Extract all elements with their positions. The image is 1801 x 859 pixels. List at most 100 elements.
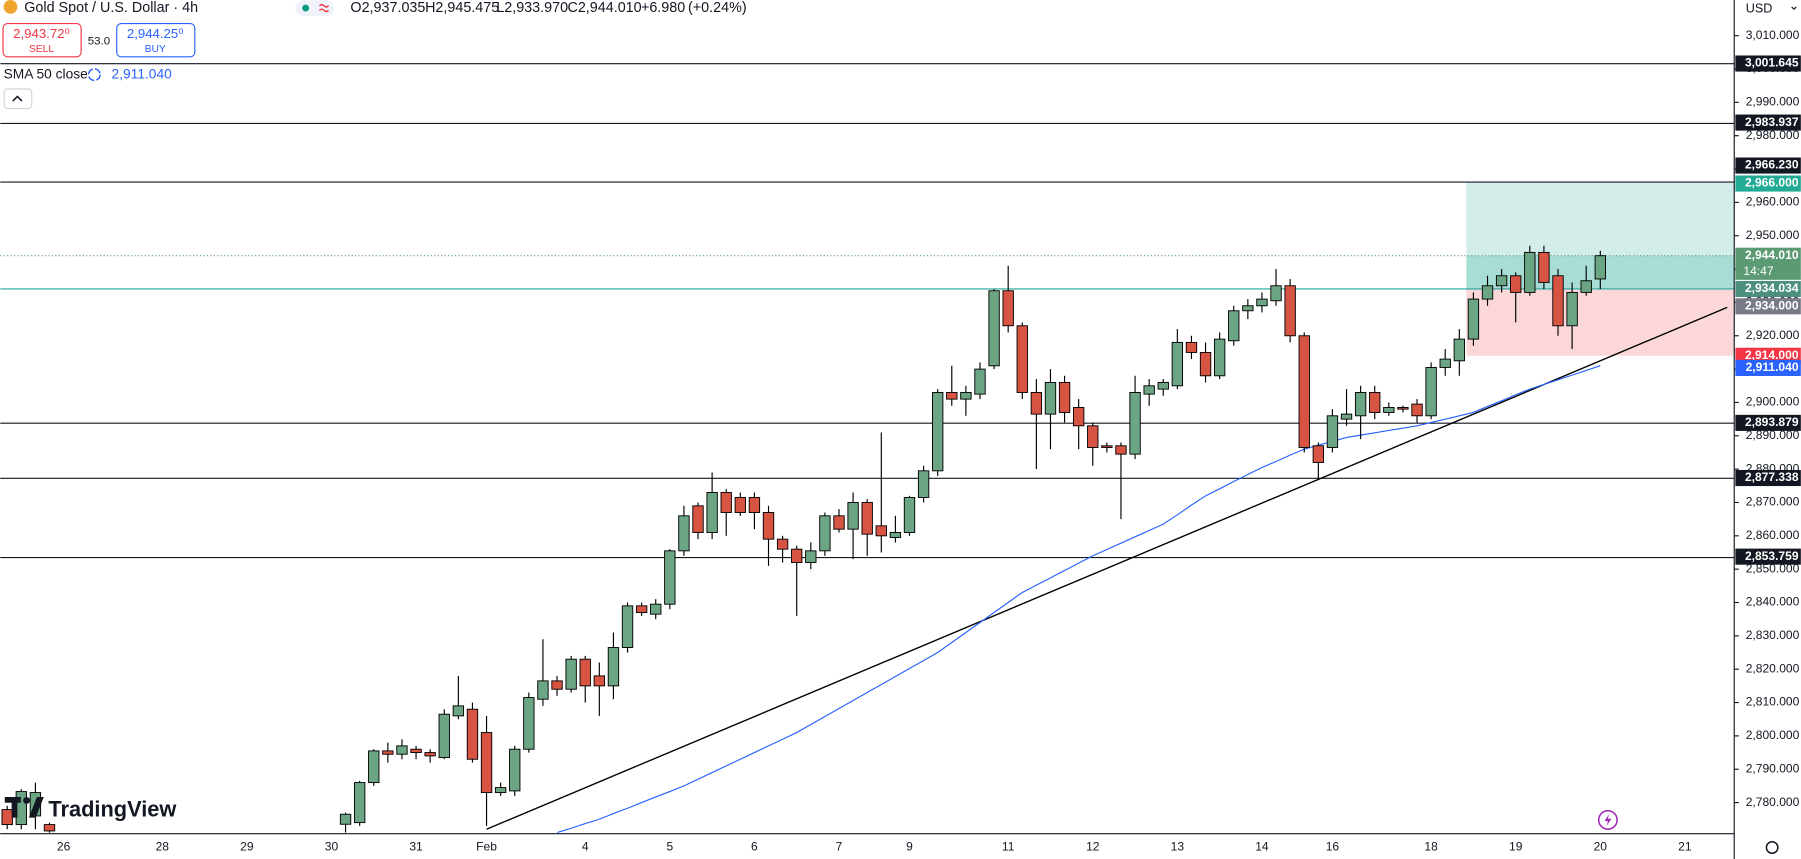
- currency[interactable]: USD: [1746, 2, 1773, 16]
- trendline: [486, 306, 1728, 830]
- buy-button[interactable]: [116, 22, 196, 58]
- sell-button[interactable]: [2, 22, 82, 58]
- buy-caption: BUY: [145, 44, 166, 55]
- y-tick-label: 2,840.000: [1746, 595, 1800, 609]
- candle-body: [1087, 425, 1099, 448]
- candle-body: [664, 550, 676, 605]
- candle-body: [734, 497, 746, 513]
- candle-body: [621, 605, 634, 648]
- candle-body: [1425, 366, 1437, 417]
- logo-slash: [28, 796, 44, 818]
- candle-body: [579, 658, 591, 687]
- candle-body: [720, 492, 732, 513]
- y-tick-label: 2,800.000: [1746, 728, 1800, 742]
- candle-body: [1552, 275, 1564, 327]
- price-tag-label: 2,983.937: [1745, 115, 1799, 129]
- candle-body: [1185, 341, 1198, 353]
- y-tick-label: 2,990.000: [1746, 95, 1800, 109]
- ohlc-high: H2,945.475: [425, 0, 499, 16]
- candle-body: [1453, 338, 1465, 362]
- settings-button[interactable]: [1765, 841, 1779, 855]
- candle-body: [1199, 351, 1212, 377]
- candle-body: [1340, 413, 1353, 420]
- price-tag-label: 2,877.338: [1745, 470, 1799, 484]
- candle-body: [1411, 403, 1423, 417]
- collapse-button[interactable]: [3, 88, 33, 110]
- y-tick-label: 2,860.000: [1746, 528, 1800, 542]
- sell-caption: SELL: [29, 44, 55, 55]
- price-tag-label: 2,911.040: [1746, 360, 1799, 374]
- y-tick-label: 2,780.000: [1746, 795, 1800, 809]
- watermark-text: TradingView: [48, 797, 176, 822]
- candle-body: [1213, 338, 1226, 377]
- candle-body: [551, 680, 563, 690]
- candle-body: [1326, 415, 1339, 448]
- candle-body: [1072, 406, 1085, 427]
- ohlc-change-pct: (+0.24%): [688, 0, 747, 16]
- candle-body: [706, 492, 718, 533]
- x-tick-label: 13: [1171, 840, 1185, 854]
- price-tag-label: 2,893.879: [1745, 415, 1799, 429]
- candle-body: [1115, 445, 1127, 455]
- candle-body: [1284, 285, 1296, 337]
- price-tag: [1735, 280, 1801, 298]
- candle-body: [1580, 280, 1592, 293]
- symbol-icon: [3, 0, 18, 14]
- candle-body: [776, 538, 789, 550]
- candle-body: [1298, 335, 1310, 448]
- candle-body: [593, 675, 606, 687]
- candle-body: [523, 697, 535, 750]
- candle-body: [819, 515, 831, 552]
- symbol-title[interactable]: Gold Spot / U.S. Dollar · 4h: [24, 0, 198, 16]
- candle-body: [1481, 285, 1494, 300]
- indicator-refresh-icon[interactable]: [87, 68, 101, 82]
- candle-body: [494, 787, 507, 794]
- candle-body: [339, 813, 352, 825]
- y-tick-label: 2,850.000: [1746, 561, 1800, 575]
- candle-body: [1510, 275, 1522, 293]
- sma-line: [556, 365, 1601, 833]
- candle-body: [452, 705, 465, 717]
- ohlc-change: +6.980: [641, 0, 685, 16]
- price-tag: [1735, 469, 1801, 487]
- header-bg: [0, 0, 736, 18]
- candle-body: [903, 497, 916, 533]
- candle-body: [650, 603, 662, 615]
- candle-body: [480, 732, 493, 794]
- x-tick-label: 7: [836, 840, 843, 854]
- price-tag-label: 2,944.010: [1745, 248, 1799, 262]
- logo-stem: [11, 796, 18, 818]
- indicator-name[interactable]: SMA 50 close: [4, 66, 89, 81]
- price-tag: [1735, 114, 1801, 131]
- events-icon: [1604, 814, 1612, 826]
- candle-body: [917, 470, 930, 498]
- x-tick-label: 28: [156, 840, 170, 854]
- x-tick-label: 16: [1326, 840, 1340, 854]
- price-tag-label: 2,853.759: [1745, 549, 1799, 563]
- x-tick-label: 19: [1509, 840, 1523, 854]
- candle-body: [1016, 325, 1028, 393]
- status-badge[interactable]: [295, 0, 335, 17]
- candle-body: [960, 391, 972, 400]
- x-tick-label: 20: [1594, 840, 1608, 854]
- x-tick-label: 29: [240, 840, 254, 854]
- candle-body: [1, 809, 13, 826]
- candle-body: [1044, 381, 1057, 415]
- candle-body: [678, 515, 690, 552]
- candle-body: [565, 658, 577, 690]
- candle-body: [1002, 290, 1014, 327]
- candle-body: [889, 532, 902, 538]
- price-tag-label: 2,914.000: [1745, 348, 1799, 362]
- price-tag: [1735, 247, 1801, 280]
- candle-body: [635, 605, 648, 613]
- header: Gold Spot / U.S. Dollar · 4h O2,937.035 …: [0, 0, 1797, 110]
- candle-body: [368, 750, 380, 784]
- price-tag-label: 2,934.000: [1745, 299, 1799, 313]
- candle-body: [1354, 391, 1367, 417]
- candle-body: [396, 745, 408, 755]
- candle-body: [932, 391, 944, 472]
- price-tag-label: 2,966.000: [1745, 176, 1799, 190]
- candle-body: [1157, 381, 1169, 390]
